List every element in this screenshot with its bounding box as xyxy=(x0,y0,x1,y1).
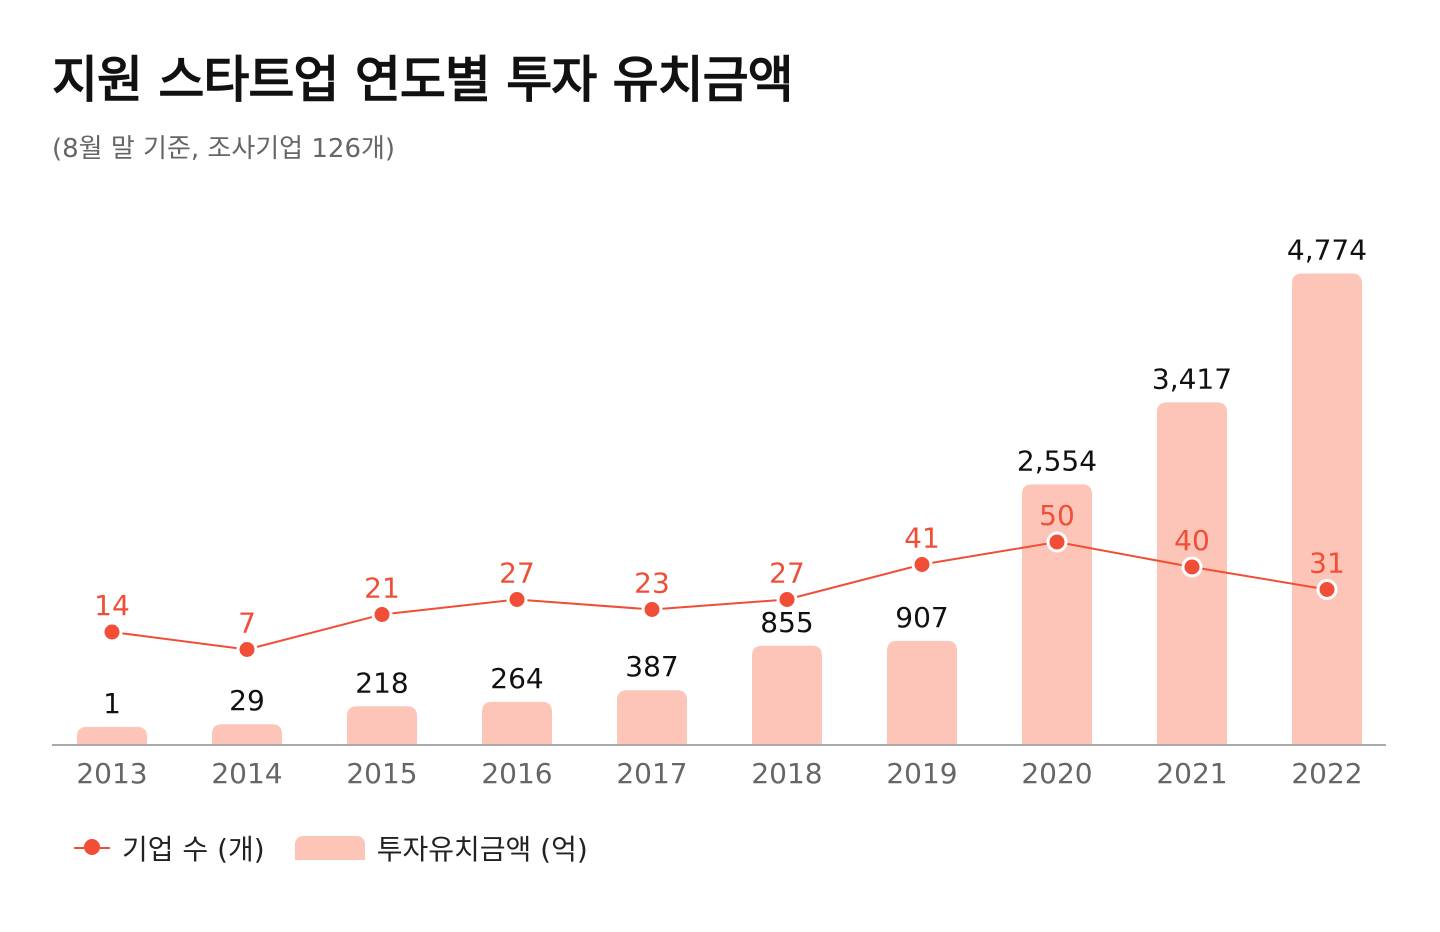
x-tick-label: 2015 xyxy=(346,757,417,790)
line-value-label: 41 xyxy=(904,522,940,555)
line-value-label: 27 xyxy=(769,557,805,590)
bar-value-label: 264 xyxy=(490,662,543,695)
line-point xyxy=(1181,556,1203,578)
legend-label-investment: 투자유치금액 (억) xyxy=(376,833,588,866)
line-point xyxy=(1316,579,1338,600)
x-tick-label: 2014 xyxy=(211,757,282,790)
x-tick-label: 2019 xyxy=(886,757,957,790)
line-value-label: 27 xyxy=(499,557,535,590)
bar-value-label: 855 xyxy=(760,606,813,639)
line-series xyxy=(111,540,1328,651)
legend-line-marker-icon xyxy=(74,830,110,866)
bar xyxy=(617,690,687,745)
bar-value-label: 387 xyxy=(625,650,678,683)
line-value-label: 21 xyxy=(364,572,400,605)
legend: 기업 수 (개) 투자유치금액 (억) xyxy=(74,828,588,868)
x-tick-label: 2016 xyxy=(481,757,552,790)
bar-value-label: 29 xyxy=(229,684,265,717)
bar xyxy=(1292,273,1362,745)
x-tick-label: 2020 xyxy=(1021,757,1092,790)
bar xyxy=(212,724,282,745)
bar xyxy=(752,645,822,745)
line-point xyxy=(101,621,123,643)
legend-label-companies: 기업 수 (개) xyxy=(122,833,265,866)
line-point xyxy=(236,639,258,660)
line-value-label: 50 xyxy=(1039,499,1075,532)
bar-value-label: 4,774 xyxy=(1287,233,1367,266)
chart-title: 지원 스타트업 연도별 투자 유치금액 xyxy=(52,51,794,109)
line-value-label: 31 xyxy=(1309,547,1345,580)
bar-value-label: 3,417 xyxy=(1152,362,1232,395)
line-value-label: 7 xyxy=(238,607,256,640)
bar xyxy=(887,640,957,745)
legend-bar-swatch-icon xyxy=(294,836,365,860)
x-tick-label: 2022 xyxy=(1291,757,1362,790)
line-value-label: 40 xyxy=(1174,524,1210,557)
x-tick-label: 2017 xyxy=(616,757,687,790)
bar-value-label: 2,554 xyxy=(1017,444,1097,477)
bar xyxy=(1022,484,1092,745)
bar xyxy=(77,726,147,745)
x-tick-label: 2018 xyxy=(751,757,822,790)
bar xyxy=(347,706,417,745)
line-point xyxy=(506,589,528,610)
line-value-label: 23 xyxy=(634,567,670,600)
line-point xyxy=(776,589,798,610)
x-tick-label: 2013 xyxy=(76,757,147,790)
bar-value-label: 218 xyxy=(355,666,408,699)
bar-value-label: 1 xyxy=(103,687,121,720)
line-point xyxy=(371,604,393,625)
bar-value-label: 907 xyxy=(895,601,948,634)
bar xyxy=(482,701,552,745)
chart-subtitle: (8월 말 기준, 조사기업 126개) xyxy=(52,134,396,164)
line-point xyxy=(641,599,663,620)
line-point xyxy=(1046,531,1068,553)
line-point xyxy=(911,554,933,575)
line-value-label: 14 xyxy=(94,589,130,622)
x-tick-label: 2021 xyxy=(1156,757,1227,790)
